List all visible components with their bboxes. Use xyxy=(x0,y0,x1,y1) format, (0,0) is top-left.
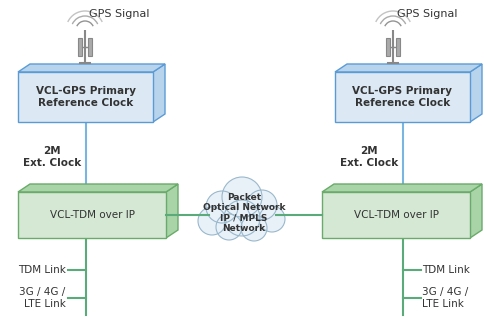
Text: TDM Link: TDM Link xyxy=(18,265,65,275)
Circle shape xyxy=(241,215,267,241)
Polygon shape xyxy=(335,64,482,72)
Polygon shape xyxy=(18,64,165,72)
Polygon shape xyxy=(322,184,482,192)
Circle shape xyxy=(198,207,226,235)
FancyBboxPatch shape xyxy=(18,72,153,122)
Text: GPS Signal: GPS Signal xyxy=(89,9,149,19)
Text: 2M
Ext. Clock: 2M Ext. Clock xyxy=(340,146,398,168)
FancyBboxPatch shape xyxy=(88,38,92,56)
Circle shape xyxy=(198,207,226,235)
Circle shape xyxy=(206,191,238,223)
Text: 3G / 4G /
LTE Link: 3G / 4G / LTE Link xyxy=(19,287,65,309)
Text: GPS Signal: GPS Signal xyxy=(397,9,458,19)
Text: VCL-TDM over IP: VCL-TDM over IP xyxy=(49,210,135,220)
Text: 3G / 4G /
LTE Link: 3G / 4G / LTE Link xyxy=(423,287,469,309)
Circle shape xyxy=(259,206,285,232)
Polygon shape xyxy=(470,184,482,238)
FancyBboxPatch shape xyxy=(18,192,166,238)
Circle shape xyxy=(216,214,242,240)
Polygon shape xyxy=(153,64,165,122)
Text: Packet
Optical Network
IP / MPLS
Network: Packet Optical Network IP / MPLS Network xyxy=(203,193,285,233)
Circle shape xyxy=(247,190,277,220)
Circle shape xyxy=(222,177,262,217)
Circle shape xyxy=(206,191,238,223)
Circle shape xyxy=(259,206,285,232)
Text: VCL-GPS Primary
Reference Clock: VCL-GPS Primary Reference Clock xyxy=(352,86,452,108)
Text: 2M
Ext. Clock: 2M Ext. Clock xyxy=(23,146,81,168)
Polygon shape xyxy=(470,64,482,122)
Circle shape xyxy=(216,214,242,240)
Circle shape xyxy=(224,200,260,236)
Polygon shape xyxy=(18,184,178,192)
Circle shape xyxy=(224,200,260,236)
Polygon shape xyxy=(166,184,178,238)
FancyBboxPatch shape xyxy=(396,38,400,56)
Circle shape xyxy=(222,177,262,217)
FancyBboxPatch shape xyxy=(335,72,470,122)
Text: VCL-TDM over IP: VCL-TDM over IP xyxy=(353,210,439,220)
Text: TDM Link: TDM Link xyxy=(423,265,470,275)
FancyBboxPatch shape xyxy=(386,38,390,56)
Circle shape xyxy=(247,190,277,220)
FancyBboxPatch shape xyxy=(78,38,82,56)
Circle shape xyxy=(241,215,267,241)
Text: VCL-GPS Primary
Reference Clock: VCL-GPS Primary Reference Clock xyxy=(36,86,136,108)
FancyBboxPatch shape xyxy=(322,192,470,238)
